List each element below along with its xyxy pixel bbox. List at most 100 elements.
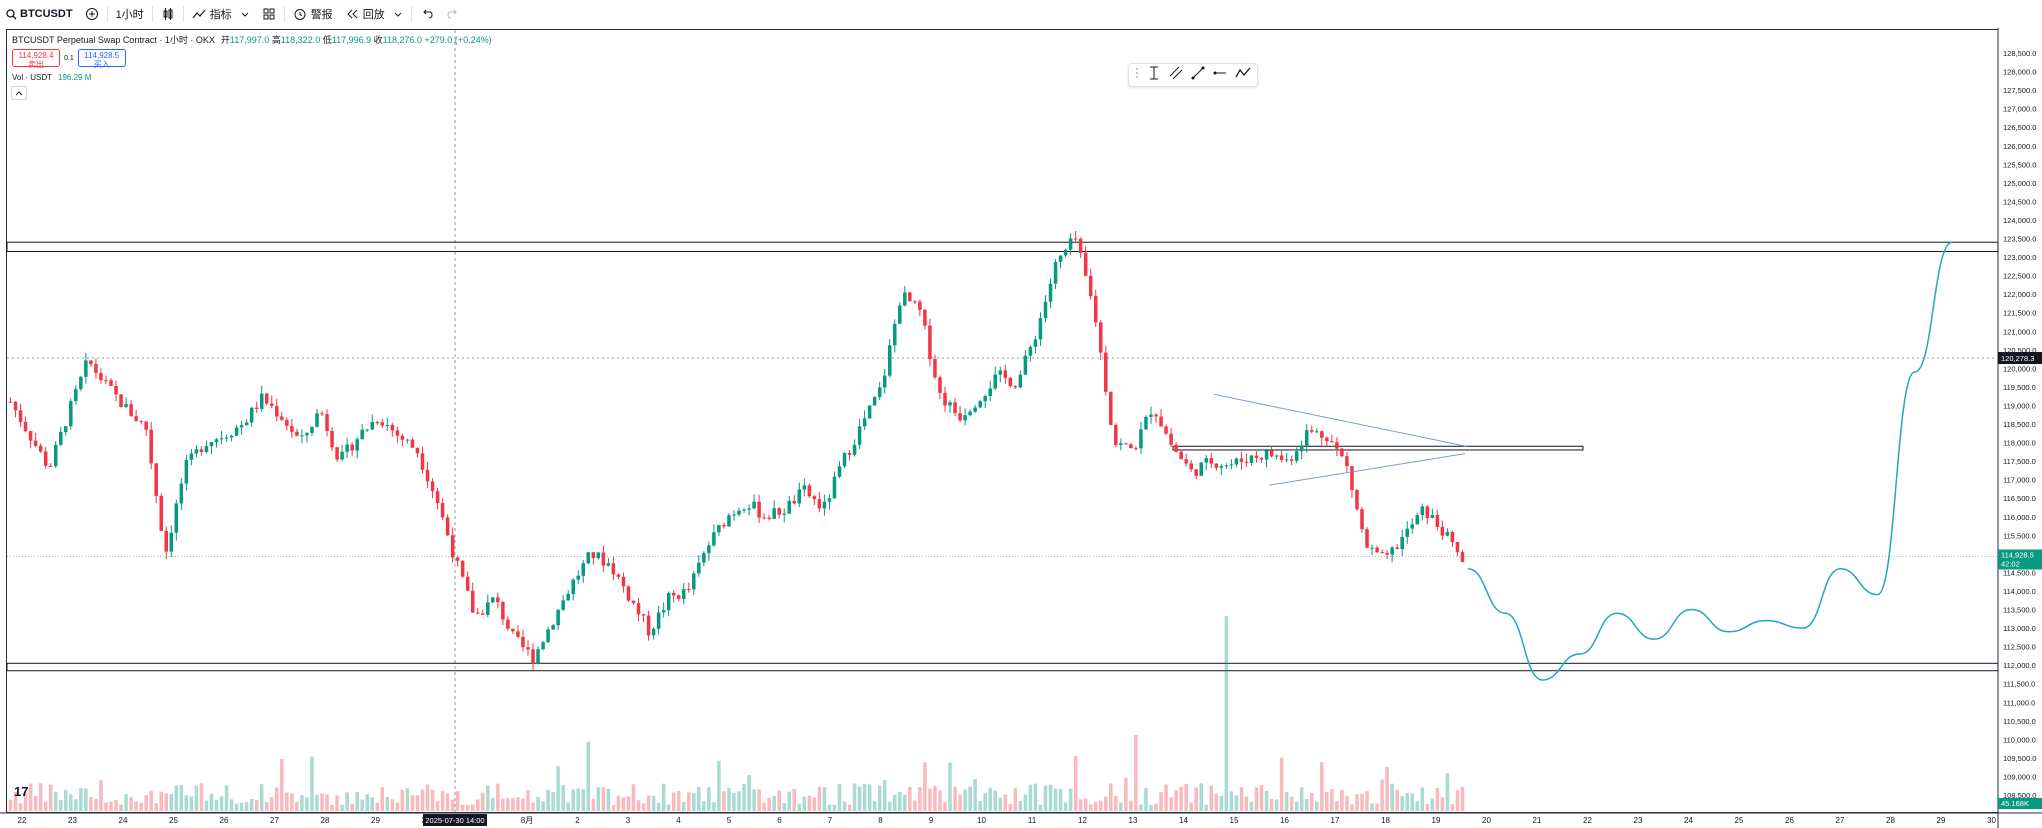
volume-bar: [641, 803, 646, 811]
indicators-label: 指标: [209, 9, 232, 21]
candle-body: [561, 600, 565, 610]
candle-body: [1410, 524, 1415, 529]
candle-body: [486, 602, 490, 615]
candle-body: [254, 407, 259, 409]
bar-style-button[interactable]: [155, 0, 181, 28]
indicators-button[interactable]: 指标: [186, 0, 256, 28]
drag-handle-icon[interactable]: [1135, 66, 1139, 84]
candle-body: [1450, 532, 1455, 543]
candle-body: [305, 432, 309, 436]
volume-bar: [1455, 790, 1460, 811]
volume-bar: [1003, 794, 1008, 811]
templates-button[interactable]: [256, 0, 282, 28]
candle-body: [1254, 455, 1259, 458]
volume-bar: [1284, 791, 1289, 811]
volume-bars: [8, 616, 1465, 811]
volume-bar: [852, 783, 857, 811]
volume-bar: [847, 804, 852, 811]
candle-body: [64, 426, 68, 433]
alert-label: 警报: [310, 9, 333, 21]
channel-icon[interactable]: [1169, 66, 1183, 85]
volume-bar: [1139, 804, 1143, 811]
path-icon[interactable]: [1235, 66, 1251, 85]
candle-body: [440, 503, 445, 518]
x-tick-label: 26: [1785, 816, 1794, 825]
volume-bar: [933, 785, 937, 811]
y-tick-label: 111,000.0: [2003, 698, 2035, 707]
x-tick-label: 24: [1684, 816, 1693, 825]
volume-bar: [154, 803, 158, 811]
volume-bar: [807, 795, 812, 811]
volume-bar: [460, 804, 465, 811]
volume-bar: [1370, 803, 1374, 811]
volume-bar: [898, 792, 902, 811]
volume-bar: [948, 762, 952, 811]
volume-bar: [1460, 786, 1465, 811]
candle-body: [556, 609, 560, 626]
candle-body: [1129, 444, 1133, 449]
buy-button[interactable]: 114,928.5 买入: [77, 49, 126, 69]
candle-body: [626, 586, 631, 601]
volume-bar: [43, 801, 48, 811]
candle-body: [1430, 514, 1435, 518]
volume-bar: [802, 796, 807, 811]
candle-body: [1304, 430, 1309, 446]
add-symbol-button[interactable]: [79, 0, 105, 28]
undo-button[interactable]: [414, 0, 440, 28]
candle-body: [134, 416, 138, 421]
candle-body: [129, 404, 133, 417]
candle-body: [209, 442, 214, 447]
candle-body: [330, 431, 334, 448]
candle-body: [1420, 506, 1425, 516]
x-tick-label: 27: [270, 816, 279, 825]
volume-bar: [99, 780, 103, 811]
volume-bar: [13, 792, 18, 811]
candle-body: [204, 446, 209, 452]
candle-body: [465, 576, 470, 591]
candle-body: [1325, 437, 1329, 442]
candle-body: [300, 435, 304, 437]
candle-body: [1259, 457, 1264, 460]
volume-bar: [732, 793, 736, 811]
volume-bar: [430, 789, 435, 811]
volume-bar: [1028, 784, 1033, 811]
redo-button[interactable]: [440, 0, 466, 28]
indicators-icon: [192, 9, 206, 19]
candle-body: [661, 610, 666, 613]
volume-bar: [94, 798, 98, 811]
x-tick-label: 12: [1078, 816, 1087, 825]
volume-bar: [174, 785, 179, 811]
candle-body: [1224, 465, 1229, 467]
x-tick-label: 2: [575, 816, 580, 825]
candle-body: [717, 525, 721, 533]
candle-body: [355, 439, 359, 451]
candle-body: [1204, 458, 1209, 463]
volume-bar: [204, 800, 209, 811]
candle-body: [214, 439, 219, 443]
candle-body: [762, 517, 766, 519]
interval-button[interactable]: 1小时: [115, 9, 144, 21]
candle-body: [606, 563, 611, 566]
collapse-legend-button[interactable]: [11, 86, 27, 100]
y-tick-label: 124,500.0: [2003, 197, 2036, 206]
volume-legend: Vol · USDT 196.29 M: [12, 73, 92, 82]
candle-body: [656, 612, 661, 629]
candle-body: [963, 415, 967, 421]
candle-body: [893, 323, 897, 346]
sell-button[interactable]: 114,928.4 卖出: [12, 49, 60, 69]
volume-bar: [616, 795, 621, 811]
alert-button[interactable]: 警报: [287, 0, 339, 28]
legend-title: BTCUSDT Perpetual Swap Contract · 1小时 · …: [12, 35, 215, 45]
volume-bar: [184, 795, 189, 811]
volume-bar: [742, 783, 746, 811]
trend-line-icon[interactable]: [1191, 66, 1205, 85]
candle-body: [1294, 451, 1299, 461]
measure-icon[interactable]: [1147, 66, 1161, 85]
replay-button[interactable]: 回放: [339, 0, 409, 28]
volume-bar: [631, 784, 636, 811]
horizontal-ray-icon[interactable]: [1213, 66, 1227, 85]
symbol-search[interactable]: BTCUSDT: [0, 0, 79, 28]
candle-body: [144, 421, 148, 430]
candle-body: [1043, 301, 1048, 319]
